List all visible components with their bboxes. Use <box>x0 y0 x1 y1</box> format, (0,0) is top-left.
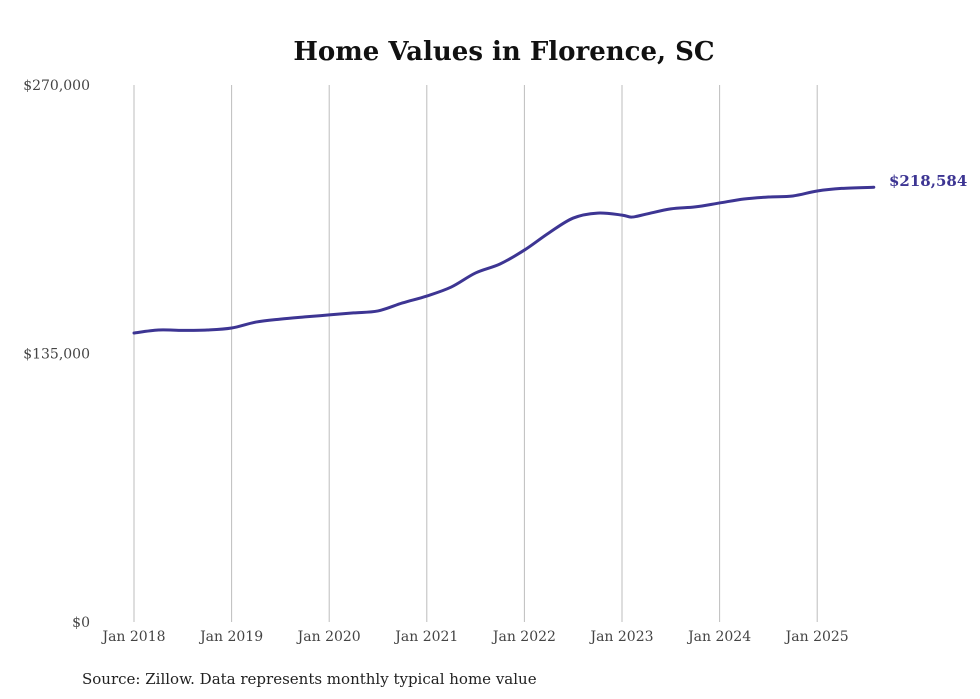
y-tick-label: $135,000 <box>23 347 90 363</box>
end-value-label: $218,584 <box>889 172 967 190</box>
x-tick-label: Jan 2025 <box>784 629 849 645</box>
x-tick-label: Jan 2018 <box>100 629 165 645</box>
x-tick-label: Jan 2023 <box>588 629 653 645</box>
x-tick-label: Jan 2024 <box>686 629 751 645</box>
x-tick-label: Jan 2020 <box>296 629 361 645</box>
x-tick-label: Jan 2021 <box>393 629 458 645</box>
series-line <box>132 185 876 335</box>
series <box>132 185 876 335</box>
y-axis: $0 $135,000 $270,000 <box>23 78 90 631</box>
y-tick-label: $0 <box>72 615 90 631</box>
x-tick-label: Jan 2019 <box>198 629 263 645</box>
y-tick-label: $270,000 <box>23 78 90 94</box>
gridlines <box>133 85 818 622</box>
x-tick-label: Jan 2022 <box>491 629 556 645</box>
x-axis: Jan 2018 Jan 2019 Jan 2020 Jan 2021 Jan 2022… <box>100 629 848 645</box>
source-note: Source: Zillow. Data represents monthly … <box>82 670 537 688</box>
chart-title: Home Values in Florence, SC <box>293 37 714 67</box>
